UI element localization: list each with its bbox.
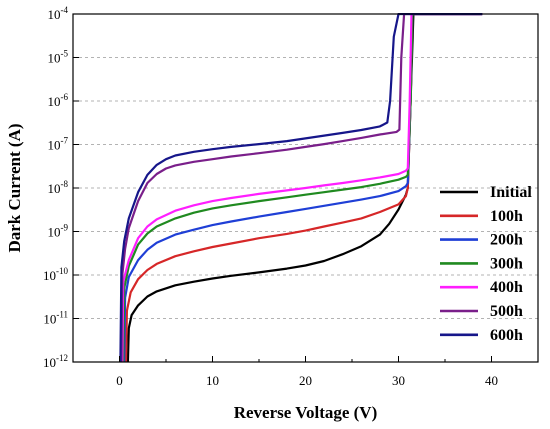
legend-label: 600h (490, 327, 523, 344)
y-axis-title: Dark Current (A) (5, 123, 24, 252)
plot-area (119, 13, 483, 363)
series-line-300h (122, 13, 483, 363)
y-tick-label: 10-8 (48, 179, 69, 196)
y-tick-label: 10-6 (48, 92, 69, 109)
legend: Initial 100h 200h 300h 400h 500h 600h (440, 184, 532, 344)
x-tick-label: 40 (485, 373, 498, 388)
legend-label: Initial (490, 184, 532, 201)
legend-label: 500h (490, 303, 523, 320)
y-tick-label: 10-9 (48, 223, 69, 240)
series-line-100h (124, 13, 483, 363)
y-tick-label: 10-10 (43, 266, 68, 283)
x-tick-label: 10 (206, 373, 219, 388)
series-line-400h (121, 13, 483, 363)
legend-label: 100h (490, 208, 523, 225)
legend-label: 200h (490, 232, 523, 249)
x-tick-label: 0 (116, 373, 123, 388)
legend-label: 400h (490, 279, 523, 296)
y-tick-label: 10-11 (43, 310, 68, 327)
y-tick-label: 10-4 (48, 5, 69, 22)
series-line-200h (123, 13, 483, 363)
x-axis-title: Reverse Voltage (V) (234, 403, 378, 422)
y-tick-label: 10-12 (43, 353, 68, 370)
x-tick-label: 30 (392, 373, 405, 388)
y-tick-label: 10-7 (48, 136, 69, 153)
legend-label: 300h (490, 255, 523, 272)
series-line-600h (119, 13, 483, 363)
y-axis-ticks: 10-12 10-11 10-10 10-9 10-8 10-7 10-6 10-5 10-4 (43, 5, 79, 370)
series-group (119, 13, 483, 363)
y-tick-label: 10-5 (48, 49, 69, 66)
series-line-500h (120, 13, 483, 363)
x-tick-label: 20 (299, 373, 312, 388)
x-axis-ticks: 0 10 20 30 40 (72, 356, 539, 388)
